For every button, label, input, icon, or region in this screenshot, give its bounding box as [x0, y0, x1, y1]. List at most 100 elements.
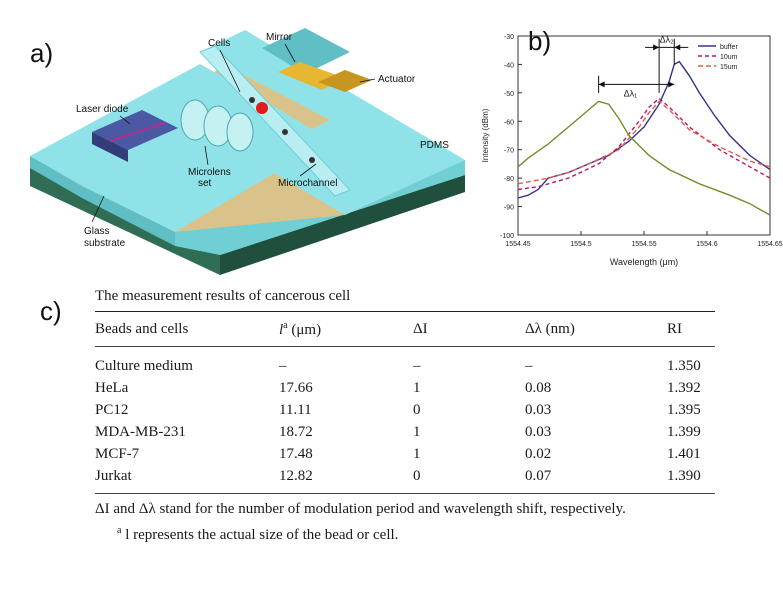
table-notes: ΔI and Δλ stand for the number of modula… — [95, 500, 715, 545]
y-tick-label: -40 — [504, 62, 514, 69]
pdms-center-top — [82, 92, 330, 232]
pdms-center-side — [82, 186, 175, 246]
arrowhead — [674, 44, 681, 51]
panel-c-label: c) — [40, 296, 62, 326]
label-microlens-2: set — [198, 178, 212, 189]
header-ri: RI — [667, 320, 682, 337]
cell-name: HeLa — [95, 379, 129, 396]
x-tick-label: 1554.5 — [570, 241, 592, 248]
laser-beam — [109, 122, 166, 142]
y-tick-label: -90 — [504, 205, 514, 212]
cell-name: PC12 — [95, 401, 129, 418]
cell-ri: 1.399 — [667, 423, 701, 440]
cell-name: Culture medium — [95, 357, 193, 374]
mirror-cavity — [262, 28, 350, 74]
series-line-unlabeled — [517, 100, 771, 216]
label-microchannel: Microchannel — [278, 178, 337, 189]
pdms-right-top — [200, 30, 465, 215]
cell-size: 11.11 — [279, 401, 312, 418]
header-size: la (μm) — [279, 319, 322, 338]
series-line-buffer — [517, 60, 771, 199]
pdms-front — [175, 160, 465, 255]
cell-name: MDA-MB-231 — [95, 423, 186, 440]
cell-delta-i: 0 — [413, 401, 421, 418]
series-line-15um — [517, 100, 771, 185]
cell-size: 17.48 — [279, 445, 313, 462]
label-pdms: PDMS — [420, 140, 449, 151]
cell-delta-lambda: 0.02 — [525, 445, 552, 462]
cell — [249, 97, 255, 103]
label-mirror: Mirror — [266, 32, 293, 43]
cell-target — [256, 102, 268, 114]
results-table-block: The measurement results of cancerous cel… — [95, 282, 715, 545]
y-tick-label: -50 — [504, 91, 514, 98]
glass-substrate-side-right — [220, 175, 465, 275]
table-row: PC12 11.11 0 0.03 1.395 — [95, 399, 715, 421]
x-tick-label: 1554.65 — [757, 241, 782, 248]
series-line-10um — [517, 97, 771, 191]
pdms-left-side — [30, 156, 82, 198]
cell-delta-i: 1 — [413, 445, 421, 462]
y-tick-label: -30 — [504, 34, 514, 41]
panel-b-label: b) — [528, 26, 552, 56]
y-tick-label: -70 — [504, 148, 514, 155]
arrowhead — [653, 44, 660, 51]
annotation-delta-lambda-1: Δλ₁ — [624, 88, 638, 98]
y-tick-label: -80 — [504, 176, 514, 183]
x-tick-label: 1554.6 — [696, 241, 718, 248]
label-glass-2: substrate — [84, 238, 126, 249]
cell-size: 17.66 — [279, 379, 313, 396]
cell-delta-i: – — [413, 357, 421, 374]
arrowhead — [668, 81, 675, 88]
cell — [309, 157, 315, 163]
cell — [282, 129, 288, 135]
cell-delta-i: 1 — [413, 423, 421, 440]
cell-delta-i: 1 — [413, 379, 421, 396]
header-delta-i: ΔI — [413, 320, 428, 337]
cell-ri: 1.390 — [667, 467, 701, 484]
header-beads-and-cells: Beads and cells — [95, 320, 189, 337]
table-header-row: Beads and cells la (μm) ΔI Δλ (nm) RI — [95, 312, 715, 347]
results-table: Beads and cells la (μm) ΔI Δλ (nm) RI Cu… — [95, 312, 715, 487]
table-row: MDA-MB-231 18.72 1 0.03 1.399 — [95, 421, 715, 443]
cell-name: Jurkat — [95, 467, 132, 484]
x-axis-label: Wavelength (μm) — [610, 257, 678, 267]
label-actuator: Actuator — [378, 74, 416, 85]
table-footnote: a l represents the actual size of the be… — [117, 525, 399, 543]
table-row: MCF-7 17.48 1 0.02 1.401 — [95, 443, 715, 465]
cell-size: 12.82 — [279, 467, 313, 484]
cell-ri: 1.392 — [667, 379, 701, 396]
cell-ri: 1.401 — [667, 445, 701, 462]
table-row: HeLa 17.66 1 0.08 1.392 — [95, 377, 715, 399]
annotation-delta-lambda-2: Δλ₂ — [660, 34, 675, 44]
table-row: Jurkat 12.82 0 0.07 1.390 — [95, 465, 715, 487]
table-bottom-rule — [95, 493, 715, 494]
legend-entry: buffer — [720, 44, 738, 51]
cell-name: MCF-7 — [95, 445, 140, 462]
legend-entry: 15um — [720, 64, 738, 71]
cell-delta-lambda: 0.03 — [525, 423, 552, 440]
cell-ri: 1.350 — [667, 357, 701, 374]
panel-a-label: a) — [30, 38, 54, 68]
laser-diode-side — [92, 132, 128, 162]
cell-ri: 1.395 — [667, 401, 701, 418]
label-microlens-1: Microlens — [188, 167, 231, 178]
arrowhead — [598, 81, 605, 88]
label-laser-diode: Laser diode — [76, 104, 129, 115]
legend-entry: 10um — [720, 54, 738, 61]
y-axis-label: Intensity (dBm) — [481, 108, 490, 162]
actuator-arm — [318, 70, 372, 92]
table-caption: The measurement results of cancerous cel… — [95, 288, 351, 304]
cell-delta-lambda: 0.08 — [525, 379, 552, 396]
cell-delta-lambda: – — [525, 357, 533, 374]
cell-size: 18.72 — [279, 423, 313, 440]
x-tick-label: 1554.45 — [505, 241, 530, 248]
cell-delta-i: 0 — [413, 467, 421, 484]
cell-delta-lambda: 0.03 — [525, 401, 552, 418]
x-tick-label: 1554.55 — [631, 241, 656, 248]
microlens — [226, 112, 254, 152]
microfluidic-device-diagram: Cells Mirror Actuator Laser diode PDMS M… — [30, 28, 465, 275]
cell-delta-lambda: 0.07 — [525, 467, 552, 484]
label-cells: Cells — [208, 38, 230, 49]
